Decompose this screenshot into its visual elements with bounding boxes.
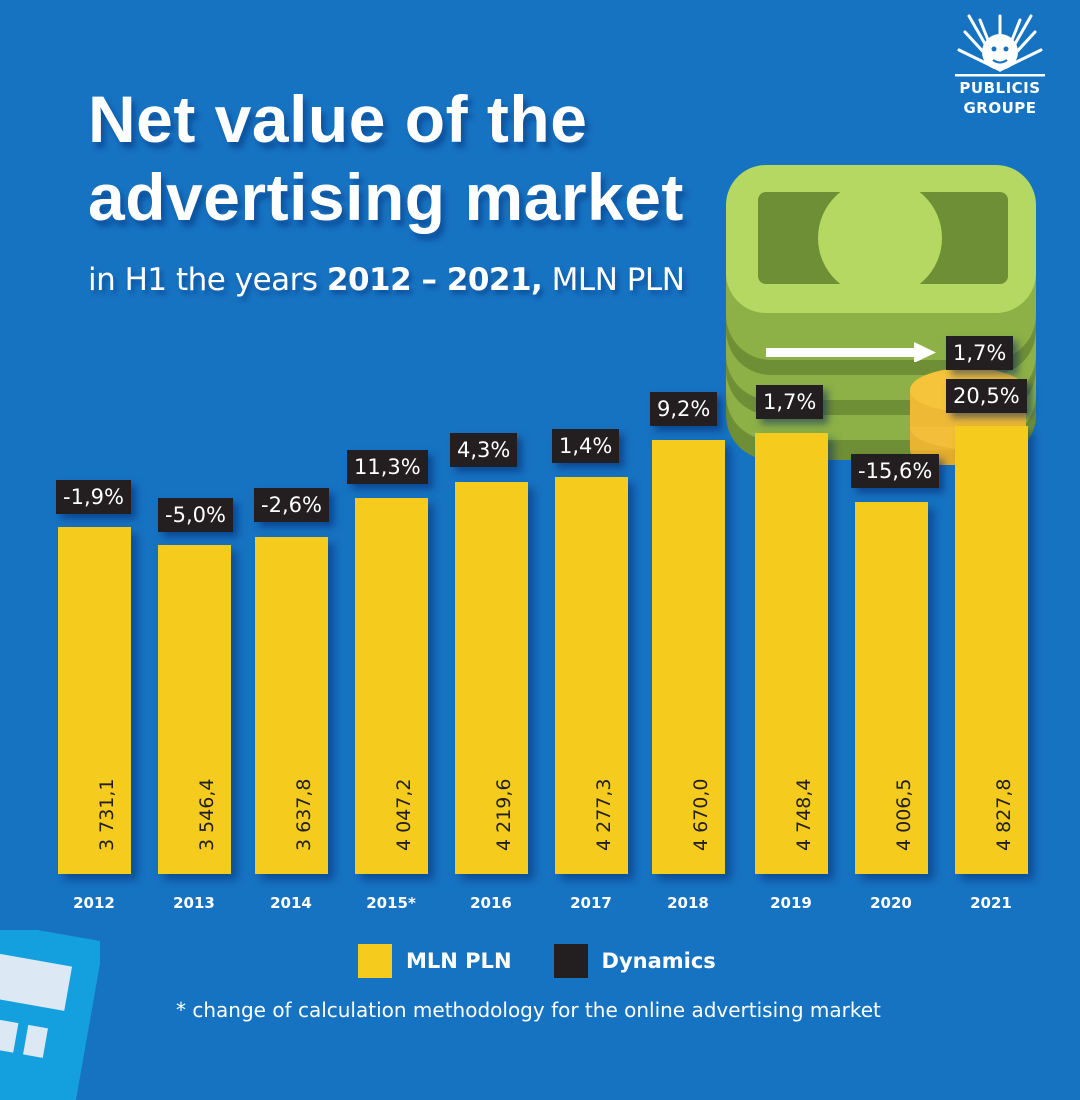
lion-head-icon (955, 14, 1045, 77)
bar-2013: 3 546,4 (158, 545, 231, 874)
year-label-2019: 2019 (770, 894, 812, 912)
year-label-2021: 2021 (970, 894, 1012, 912)
subtitle-prefix: in H1 the years (88, 262, 327, 298)
legend-swatch-mln-pln (358, 944, 392, 978)
bar-2021: 4 827,8 (955, 426, 1028, 874)
dynamics-label-2015: 11,3% (347, 450, 428, 484)
title-line-1: Net value of the (88, 82, 588, 156)
bar-value: 4 219,6 (492, 778, 515, 851)
dynamics-label-2019: 1,7% (756, 385, 824, 419)
right-arrow-icon (766, 342, 936, 362)
subtitle: in H1 the years 2012 – 2021, MLN PLN (88, 262, 685, 298)
bar-value: 4 006,5 (892, 778, 915, 851)
bar-2020: 4 006,5 (855, 502, 928, 874)
dynamics-label-2021: 20,5% (946, 379, 1027, 413)
year-label-2016: 2016 (470, 894, 512, 912)
title-line-2: advertising market (88, 160, 684, 234)
dynamics-label-2020: -15,6% (851, 454, 940, 488)
bar-value: 4 047,2 (392, 778, 415, 851)
dynamics-label-2014: -2,6% (254, 488, 329, 522)
bar-2017: 4 277,3 (555, 477, 628, 874)
calculator-icon (0, 930, 100, 1100)
footnote: * change of calculation methodology for … (176, 998, 881, 1022)
dynamics-label-2018: 9,2% (650, 392, 718, 426)
dynamics-label-2012: -1,9% (56, 480, 131, 514)
bar-2015: 4 047,2 (355, 498, 428, 874)
legend-label-dynamics: Dynamics (601, 949, 716, 973)
bar-value: 3 637,8 (292, 778, 315, 851)
dynamics-label-2017: 1,4% (552, 429, 620, 463)
year-label-2014: 2014 (270, 894, 312, 912)
bar-value: 4 827,8 (992, 778, 1015, 851)
legend-label-mln-pln: MLN PLN (406, 949, 512, 973)
year-label-2012: 2012 (73, 894, 115, 912)
chart-legend: MLN PLN Dynamics (358, 944, 758, 978)
bar-2016: 4 219,6 (455, 482, 528, 874)
bar-2014: 3 637,8 (255, 537, 328, 874)
subtitle-range: 2012 – 2021, (326, 262, 543, 298)
bar-value: 4 277,3 (592, 778, 615, 851)
bar-value: 3 731,1 (95, 778, 118, 851)
publicis-logo: PUBLICIS GROUPE (940, 8, 1060, 126)
bar-value: 3 546,4 (195, 778, 218, 851)
dynamics-label-2016: 4,3% (450, 433, 518, 467)
bar-2019: 4 748,4 (755, 433, 828, 874)
subtitle-suffix: MLN PLN (542, 262, 685, 298)
bar-value: 4 748,4 (792, 778, 815, 851)
bar-2018: 4 670,0 (652, 440, 725, 874)
logo-line-1: PUBLICIS (959, 79, 1041, 97)
legend-swatch-dynamics (553, 944, 588, 978)
bar-2012: 3 731,1 (58, 527, 131, 874)
year-label-2013: 2013 (173, 894, 215, 912)
logo-line-2: GROUPE (963, 99, 1037, 117)
arrow-annotation-label: 1,7% (946, 336, 1014, 370)
bar-value: 4 670,0 (689, 778, 712, 851)
year-label-2015: 2015* (366, 894, 416, 912)
year-label-2020: 2020 (870, 894, 912, 912)
year-label-2018: 2018 (667, 894, 709, 912)
page-title: Net value of the advertising market (88, 80, 848, 236)
dynamics-label-2013: -5,0% (158, 498, 233, 532)
year-label-2017: 2017 (570, 894, 612, 912)
